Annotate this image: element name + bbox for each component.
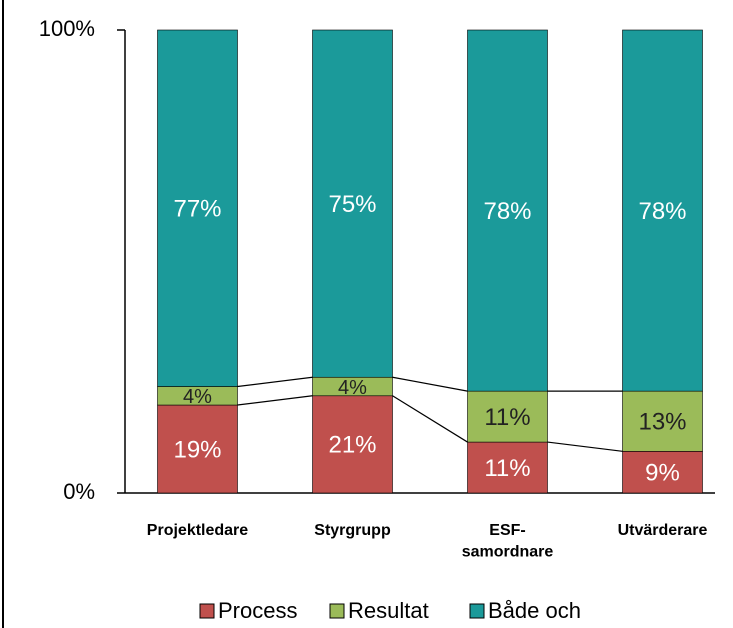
x-tick-label: Styrgrupp xyxy=(314,522,391,539)
data-label: 78% xyxy=(483,198,531,225)
legend-swatch xyxy=(199,603,215,619)
data-label: 4% xyxy=(338,377,367,399)
legend-label: Både och xyxy=(488,598,581,623)
data-label: 77% xyxy=(173,196,221,223)
legend-swatch xyxy=(469,603,485,619)
bar-segment xyxy=(467,29,548,392)
data-label: 9% xyxy=(645,460,680,487)
data-label: 11% xyxy=(484,404,530,431)
data-label: 19% xyxy=(173,436,221,463)
bar-segment xyxy=(157,404,238,494)
bar-segment xyxy=(157,29,238,387)
data-label: 75% xyxy=(328,191,376,218)
bar-segment xyxy=(622,29,703,392)
legend-label: Resultat xyxy=(348,598,429,623)
data-label: 11% xyxy=(484,455,530,482)
x-tick-label: Projektledare xyxy=(147,522,248,539)
bar-segment xyxy=(312,29,393,378)
bar-segment xyxy=(622,451,703,494)
x-tick-label: ESF-samordnare xyxy=(462,522,554,561)
data-label: 21% xyxy=(328,432,376,459)
series-line xyxy=(547,441,623,452)
data-label: 4% xyxy=(183,386,212,408)
data-label: 13% xyxy=(638,409,686,436)
bar-segment xyxy=(467,441,548,494)
x-tick-label: Utvärderare xyxy=(618,522,708,539)
y-tick-label: 0% xyxy=(63,479,95,504)
series-line xyxy=(237,395,313,406)
series-line xyxy=(392,376,468,392)
legend-label: Process xyxy=(218,598,297,623)
y-tick-label: 100% xyxy=(39,16,95,41)
series-line xyxy=(237,376,313,388)
legend-swatch xyxy=(329,603,345,619)
bar-segment xyxy=(622,390,703,452)
bar-segment xyxy=(312,395,393,494)
data-label: 78% xyxy=(638,198,686,225)
series-line xyxy=(392,395,468,443)
